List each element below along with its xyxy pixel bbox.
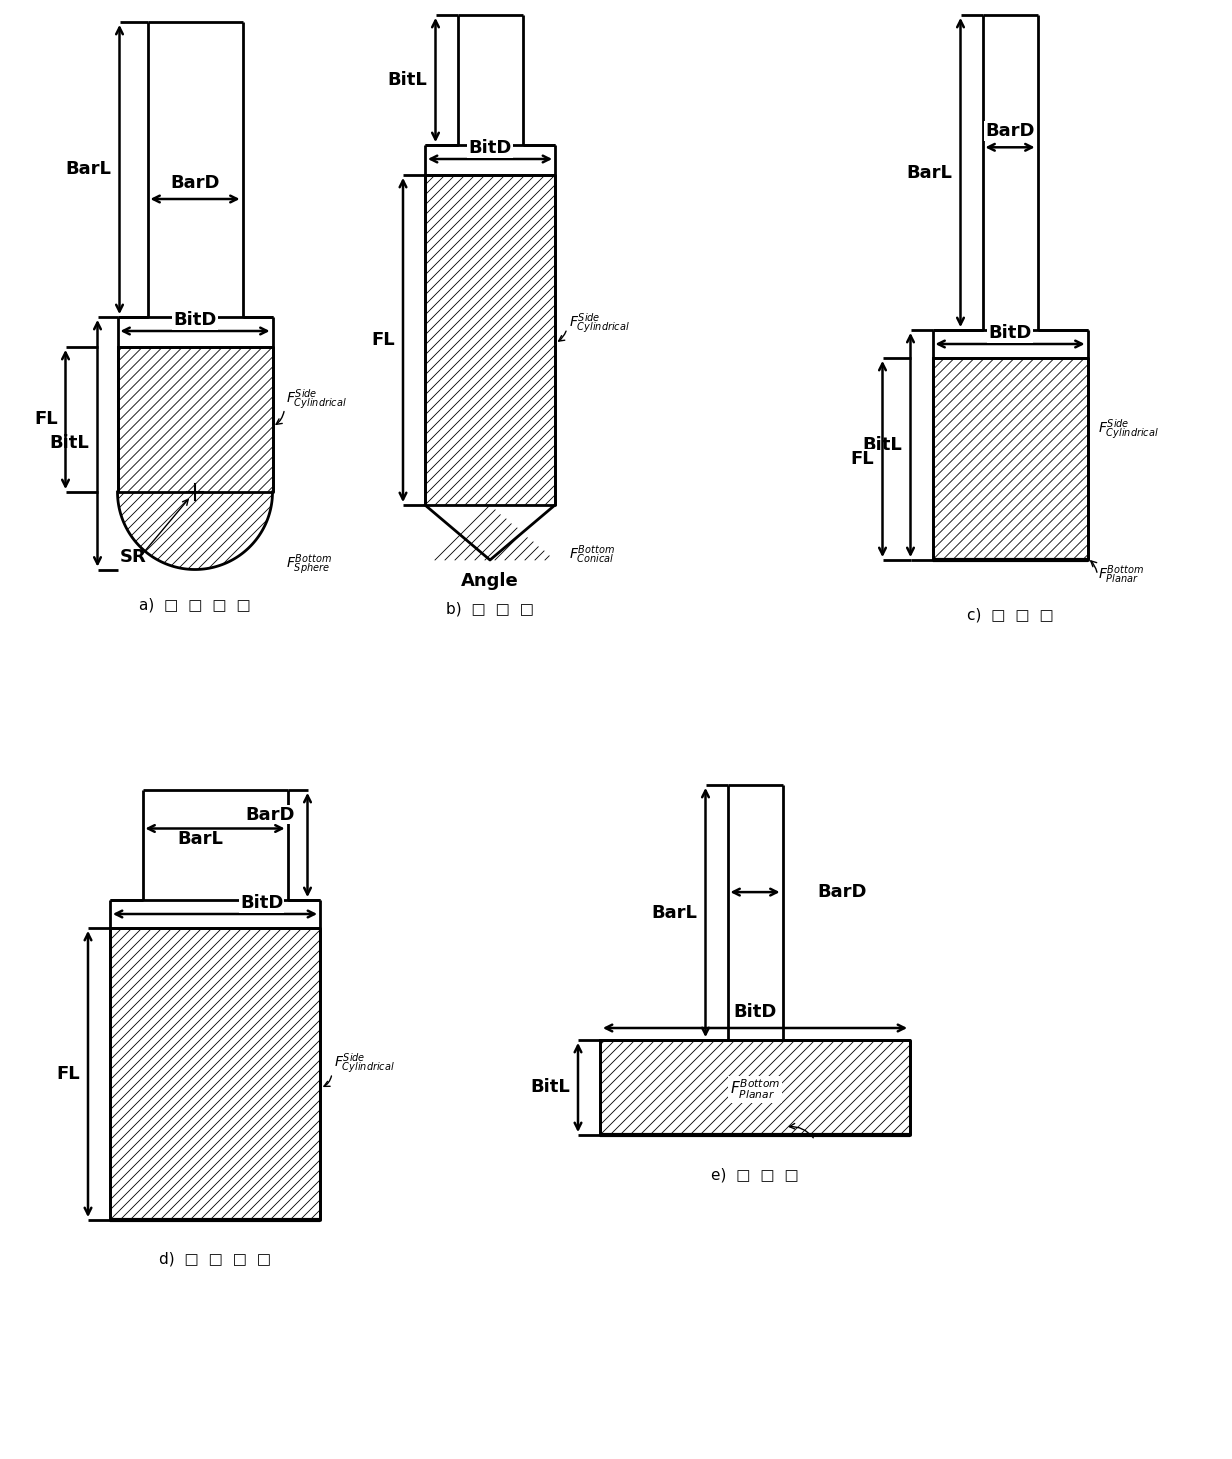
Text: BitL: BitL (862, 436, 903, 454)
Text: FL: FL (371, 331, 395, 349)
Text: a)  □  □  □  □: a) □ □ □ □ (139, 598, 251, 613)
Text: $F^{Side}_{Cylindrical}$: $F^{Side}_{Cylindrical}$ (569, 312, 630, 336)
Text: Angle: Angle (461, 572, 519, 589)
Text: FL: FL (851, 449, 875, 468)
Text: BarD: BarD (818, 883, 867, 902)
Text: FL: FL (33, 410, 58, 429)
Text: e)  □  □  □: e) □ □ □ (711, 1167, 798, 1182)
Text: $F^{Side}_{Cylindrical}$: $F^{Side}_{Cylindrical}$ (1098, 417, 1158, 441)
Text: BarD: BarD (986, 123, 1035, 140)
Text: $F^{Bottom}_{Sphere}$: $F^{Bottom}_{Sphere}$ (287, 553, 333, 576)
Text: BitL: BitL (49, 435, 90, 452)
Text: BitD: BitD (240, 894, 283, 912)
Text: BitD: BitD (174, 311, 217, 328)
Text: b)  □  □  □: b) □ □ □ (446, 603, 533, 617)
Text: FL: FL (57, 1065, 80, 1083)
Text: BitL: BitL (530, 1078, 570, 1097)
Text: BitD: BitD (468, 139, 511, 158)
Text: $F^{Side}_{Cylindrical}$: $F^{Side}_{Cylindrical}$ (334, 1052, 395, 1075)
Text: BarL: BarL (65, 160, 112, 178)
Text: SR: SR (120, 549, 147, 566)
Text: BitD: BitD (988, 324, 1031, 341)
Text: BitD: BitD (733, 1002, 776, 1021)
Text: $F^{Bottom}_{Planar}$: $F^{Bottom}_{Planar}$ (1098, 563, 1143, 587)
Text: $F^{Bottom}_{Conical}$: $F^{Bottom}_{Conical}$ (569, 544, 615, 566)
Text: BarD: BarD (170, 174, 219, 193)
Text: BitL: BitL (388, 71, 428, 89)
Text: BarL: BarL (907, 163, 952, 181)
Text: BarL: BarL (652, 903, 697, 922)
Text: d)  □  □  □  □: d) □ □ □ □ (159, 1252, 271, 1266)
Text: BarD: BarD (245, 805, 294, 823)
Text: BarL: BarL (177, 830, 223, 849)
Text: $F^{Bottom}_{Planar}$: $F^{Bottom}_{Planar}$ (729, 1078, 780, 1102)
Text: $F^{Side}_{Cylindrical}$: $F^{Side}_{Cylindrical}$ (287, 387, 347, 410)
Text: c)  □  □  □: c) □ □ □ (967, 608, 1053, 623)
